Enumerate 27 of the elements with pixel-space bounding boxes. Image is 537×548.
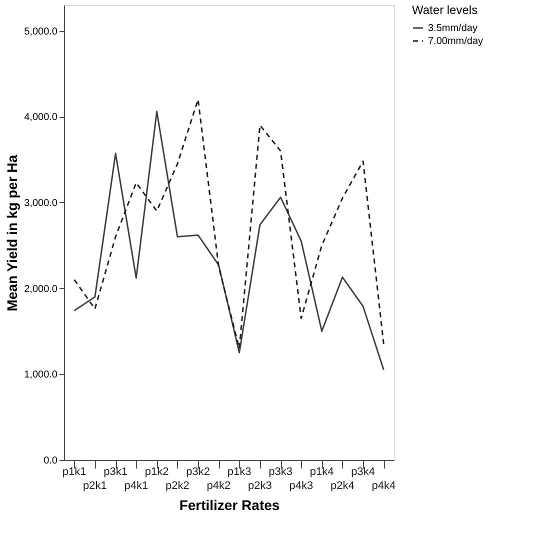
y-axis-title: Mean Yield in kg per Ha [4,154,20,312]
x-tick-label: p1k1 [62,466,86,478]
x-tick-label: p4k3 [289,480,314,492]
x-tick-label: p2k1 [83,480,107,492]
x-tick-label: p3k4 [351,466,375,478]
y-tick-label: 4,000.0 [24,112,58,124]
legend-title: Water levels [412,3,478,17]
x-tick-label: p3k1 [104,466,128,478]
x-tick-label: p4k2 [206,480,231,492]
y-tick-label: 2,000.0 [24,284,58,295]
y-tick-label: 3,000.0 [24,198,58,209]
x-tick-label: p2k2 [166,480,190,492]
legend-label: 3.5mm/day [428,23,478,34]
x-tick-label: p4k4 [372,480,396,492]
x-tick-label: p3k2 [186,466,210,478]
x-tick-label: p1k4 [310,466,334,478]
x-tick-label: p1k3 [227,466,252,478]
x-tick-label: p1k2 [144,466,169,478]
y-tick-label: 1,000.0 [24,370,58,381]
x-tick-label: p2k4 [330,480,354,492]
y-tick-label: 5,000.0 [24,26,58,38]
x-tick-label: p4k1 [124,480,148,492]
x-axis-title: Fertilizer Rates [179,497,280,513]
legend-label: 7.00mm/day [428,36,484,47]
x-tick-label: p2k3 [248,480,272,492]
y-tick-label: 0.0 [44,456,58,466]
x-tick-label: p3k3 [268,466,292,478]
